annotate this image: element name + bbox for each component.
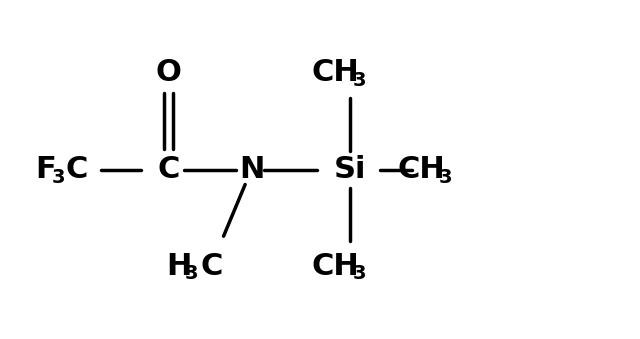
Text: CH: CH bbox=[311, 252, 359, 281]
Text: F: F bbox=[36, 155, 56, 184]
Text: C: C bbox=[201, 252, 223, 281]
Text: Si: Si bbox=[334, 155, 367, 184]
Text: C: C bbox=[157, 155, 180, 184]
Text: 3: 3 bbox=[353, 71, 366, 90]
Text: 3: 3 bbox=[439, 168, 452, 187]
Text: CH: CH bbox=[397, 155, 445, 184]
Text: 3: 3 bbox=[353, 264, 366, 283]
Text: 3: 3 bbox=[52, 168, 65, 187]
Text: C: C bbox=[65, 155, 88, 184]
Text: N: N bbox=[239, 155, 264, 184]
Text: CH: CH bbox=[311, 58, 359, 87]
Text: H: H bbox=[166, 252, 192, 281]
Text: O: O bbox=[156, 58, 181, 87]
Text: 3: 3 bbox=[184, 264, 198, 283]
